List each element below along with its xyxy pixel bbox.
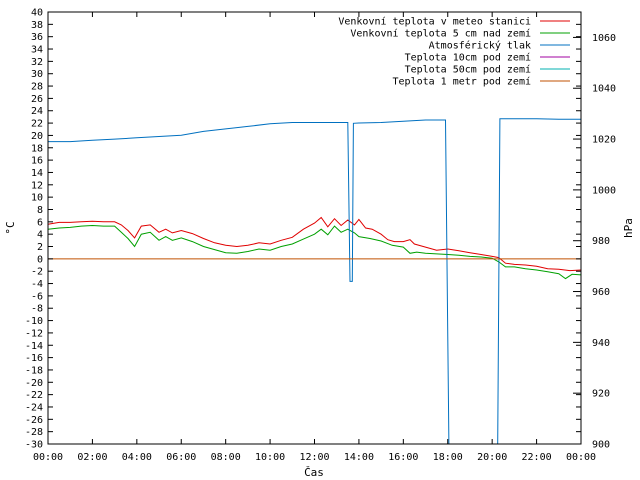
x-axis-label: Čas [304, 466, 324, 479]
y-tick-label: 2 [37, 242, 43, 253]
y-tick-label: 40 [31, 8, 43, 19]
series-line-3 [48, 118, 581, 445]
x-tick-label: 00:00 [566, 452, 596, 463]
x-tick-label: 06:00 [166, 452, 196, 463]
y-tick-label: 32 [31, 57, 43, 68]
series-line-2 [47, 224, 582, 280]
y2-tick-label: 1000 [592, 185, 616, 196]
y-tick-label: 28 [31, 82, 43, 93]
y-tick-label: 4 [37, 230, 43, 241]
y-tick-label: 16 [31, 156, 43, 167]
y-tick-label: 18 [31, 143, 43, 154]
y-tick-label: 38 [31, 20, 43, 31]
y-tick-label: -14 [25, 341, 43, 352]
y-tick-label: -16 [25, 353, 43, 364]
legend-label: Atmosférický tlak [429, 40, 531, 52]
y-tick-label: 22 [31, 119, 43, 130]
y-tick-label: -26 [25, 415, 43, 426]
y-tick-label: 24 [31, 106, 43, 117]
plot-lines [47, 118, 582, 445]
x-axis-ticks: 00:00 02:00 04:00 06:00 08:00 10:00 12:00 14:00… [33, 12, 596, 463]
x-tick-label: 00:00 [33, 452, 63, 463]
y-tick-label: 14 [31, 168, 43, 179]
x-tick-label: 12:00 [299, 452, 329, 463]
y-tick-label: -24 [25, 402, 43, 413]
y2-tick-label: 1060 [592, 33, 616, 44]
legend-label: Teplota 50cm pod zemí [405, 64, 531, 76]
y2-axis-ticks: 1060 1040 1020 1000 980 960 940 920 900 [573, 33, 616, 451]
x-tick-label: 08:00 [211, 452, 241, 463]
x-tick-label: 18:00 [433, 452, 463, 463]
y2-tick-label: 960 [592, 287, 610, 298]
y-tick-label: -12 [25, 328, 43, 339]
y-tick-label: 10 [31, 193, 43, 204]
y2-axis-label: hPa [622, 218, 635, 238]
y-tick-label: -22 [25, 390, 43, 401]
legend-label: Teplota 10cm pod zemí [405, 52, 531, 64]
y-tick-label: 30 [31, 69, 43, 80]
y-tick-label: 36 [31, 32, 43, 43]
x-tick-label: 10:00 [255, 452, 285, 463]
legend-label: Teplota 1 metr pod zemí [393, 76, 531, 88]
series-line-1 [47, 216, 582, 272]
y-tick-label: -30 [25, 440, 43, 451]
x-tick-label: 20:00 [477, 452, 507, 463]
y2-tick-label: 1020 [592, 135, 616, 146]
x-tick-label: 22:00 [522, 452, 552, 463]
y2-tick-label: 900 [592, 440, 610, 451]
x-tick-label: 02:00 [77, 452, 107, 463]
x-tick-label: 16:00 [388, 452, 418, 463]
y-tick-label: 0 [37, 254, 43, 265]
y-tick-label: -4 [31, 279, 43, 290]
y-axis-label: °C [4, 221, 17, 234]
y-tick-label: 20 [31, 131, 43, 142]
y-tick-label: 6 [37, 217, 43, 228]
legend-label: Venkovní teplota v meteo stanici [338, 16, 531, 28]
x-tick-label: 14:00 [344, 452, 374, 463]
y-tick-label: -8 [31, 304, 43, 315]
y2-tick-label: 1040 [592, 84, 616, 95]
y-tick-label: 26 [31, 94, 43, 105]
y-tick-label: -6 [31, 291, 43, 302]
y-tick-label: -2 [31, 267, 43, 278]
y2-tick-label: 980 [592, 236, 610, 247]
y2-tick-label: 920 [592, 389, 610, 400]
legend: Venkovní teplota v meteo staniciVenkovní… [338, 16, 570, 88]
y-tick-label: 8 [37, 205, 43, 216]
y-tick-label: -20 [25, 378, 43, 389]
y-tick-label: -28 [25, 427, 43, 438]
y-axis-ticks: 4038363432302826242220181614121086420-2-… [25, 8, 581, 451]
y2-tick-label: 940 [592, 338, 610, 349]
y-tick-label: 34 [31, 45, 43, 56]
x-tick-label: 04:00 [122, 452, 152, 463]
y-tick-label: -18 [25, 365, 43, 376]
legend-label: Venkovní teplota 5 cm nad zemí [350, 28, 531, 40]
y-tick-label: -10 [25, 316, 43, 327]
y-tick-label: 12 [31, 180, 43, 191]
